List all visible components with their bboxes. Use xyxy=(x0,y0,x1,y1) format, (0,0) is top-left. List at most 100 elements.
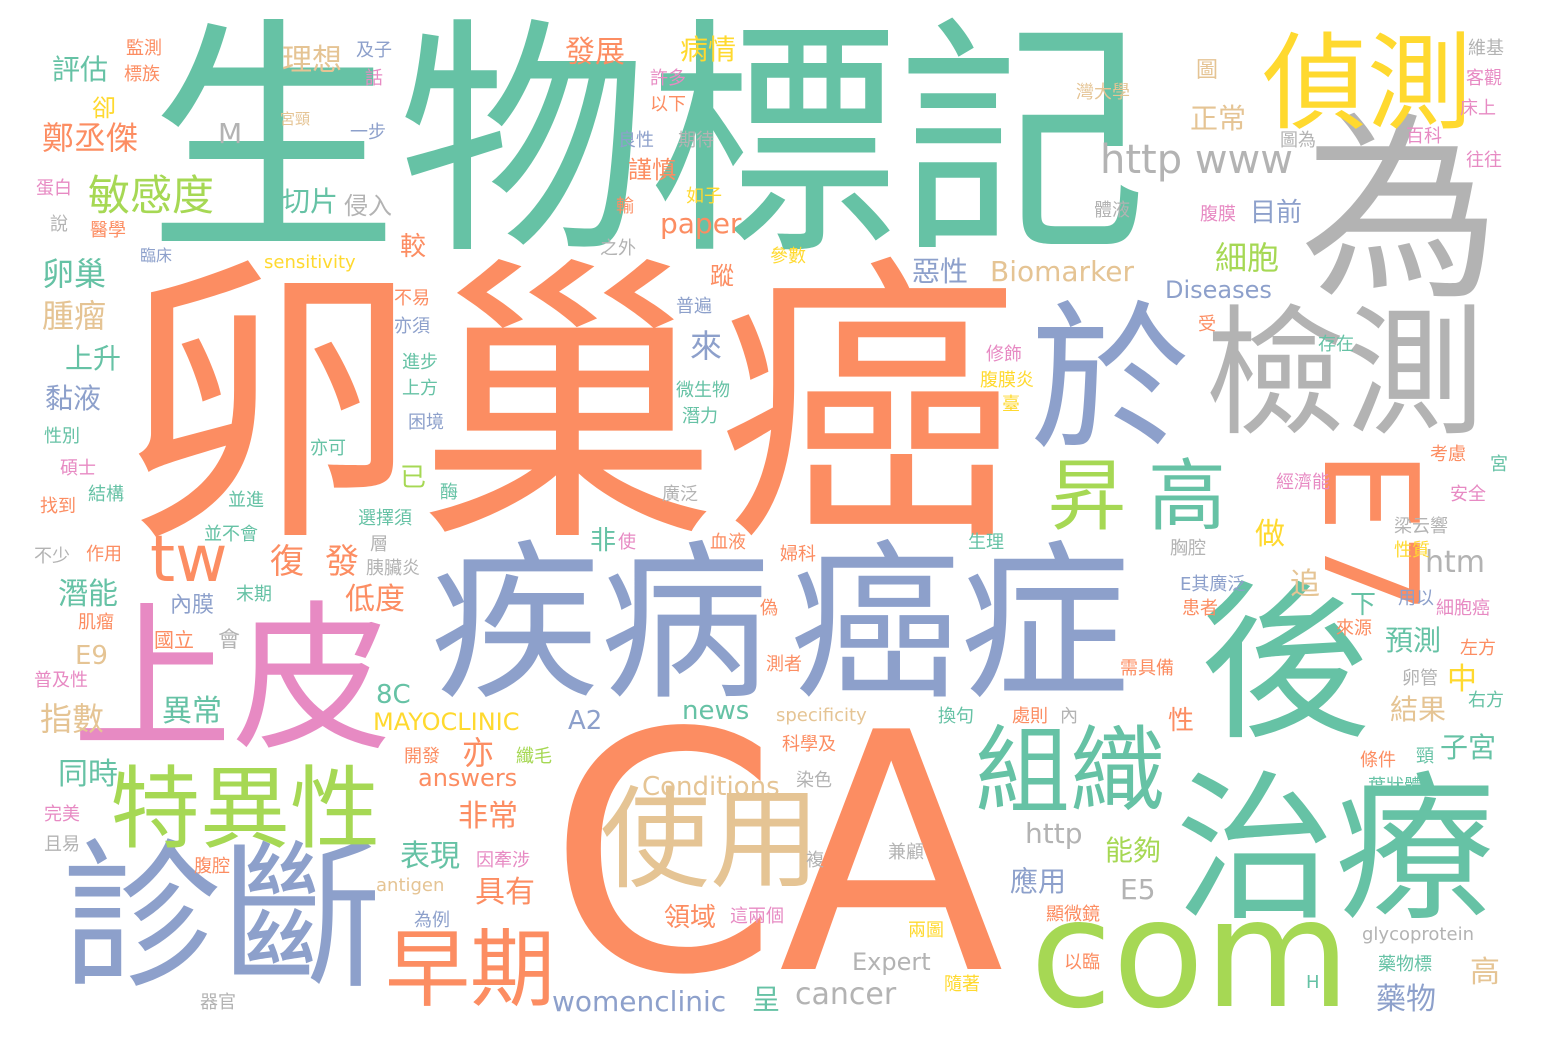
word-sm-1: 標族 xyxy=(124,64,160,85)
word-antigen: antigen xyxy=(376,875,445,896)
word-sm-20: 灣大學 xyxy=(1076,82,1130,103)
word-assess: 評估 xyxy=(52,53,109,86)
word-sm-38: 受 xyxy=(1198,314,1216,335)
word-have: 具有 xyxy=(475,875,535,910)
word-sm-11: 輸 xyxy=(616,196,634,217)
word-sm-89: 葉狀體 xyxy=(1368,776,1422,797)
word-m: M xyxy=(218,117,243,150)
word-sm-94: 腹腔 xyxy=(194,856,230,877)
word-paper: paper xyxy=(660,207,742,240)
word-middle: 中 xyxy=(1447,662,1477,697)
word-sm-0: 監測 xyxy=(126,38,162,59)
word-sm-21: 圖為 xyxy=(1280,130,1316,151)
word-e9: E9 xyxy=(75,641,108,671)
word-sm-28: 普遍 xyxy=(676,296,712,317)
word-sm-54: 性質 xyxy=(1394,540,1430,561)
word-sm-80: 處則 xyxy=(1012,706,1048,727)
word-sm-25: 腹膜 xyxy=(1200,204,1236,225)
word-biopsy: 切片 xyxy=(282,185,339,218)
word-cell: 細胞 xyxy=(1215,239,1280,277)
word-sm-61: 婦科 xyxy=(780,544,816,565)
word-high: 高 xyxy=(1148,452,1227,542)
word-do: 做 xyxy=(1255,517,1285,552)
word-sm-84: 頸 xyxy=(1416,746,1434,767)
word-sm-49: 經濟能 xyxy=(1276,472,1330,493)
word-sm-100: 藥物標 xyxy=(1378,954,1432,975)
word-mayoclinic: MAYOCLINIC xyxy=(373,708,520,736)
word-sm-98: 兩圖 xyxy=(908,920,944,941)
word-sm-87: 纖毛 xyxy=(516,746,552,767)
word-sm-72: 來源 xyxy=(1336,618,1372,639)
word-sm-16: 之外 xyxy=(600,238,636,259)
word-sm-42: 碩士 xyxy=(60,458,96,479)
word-diseases-en: Diseases xyxy=(1165,276,1272,304)
word-disease: 疾病 xyxy=(430,526,771,724)
word-predict: 預測 xyxy=(1385,624,1442,657)
word-sm-48: 酶 xyxy=(440,482,458,503)
word-sm-71: 患者 xyxy=(1182,598,1218,619)
word-sm-52: 安全 xyxy=(1450,484,1486,505)
word-increase: 上升 xyxy=(65,342,122,375)
word-glycoprotein: glycoprotein xyxy=(1362,924,1474,945)
word-sm-101: 器官 xyxy=(200,992,236,1013)
word-high-2: 高 xyxy=(1470,955,1500,990)
word-sm-27: 存在 xyxy=(1318,334,1354,355)
word-sm-59: 胰臟炎 xyxy=(366,558,420,579)
word-compare: 較 xyxy=(400,232,427,262)
word-sm-29: 不易 xyxy=(394,288,430,309)
word-sm-43: 結構 xyxy=(88,484,124,505)
word-sm-73: 左方 xyxy=(1460,638,1496,659)
word-sm-51: 宮 xyxy=(1490,454,1508,475)
word-expert: Expert xyxy=(852,948,931,976)
word-tw: tw xyxy=(150,523,228,597)
word-malignant: 惡性 xyxy=(912,255,969,288)
word-recur-2: 發 xyxy=(325,542,359,582)
word-answers: answers xyxy=(418,764,518,792)
word-sm-17: 維基 xyxy=(1468,38,1504,59)
word-trace: 蹤 xyxy=(710,262,734,290)
word-sm-68: 末期 xyxy=(236,584,272,605)
word-tissue: 組織 xyxy=(975,717,1166,827)
word-detect: 偵測 xyxy=(1262,23,1473,145)
word-sm-22: 百科 xyxy=(1406,126,1442,147)
word-sm-97: 顯微鏡 xyxy=(1046,904,1100,925)
word-sm-70: 偽 xyxy=(760,598,778,619)
word-sm-60: 生理 xyxy=(968,532,1004,553)
word-sm-9: 期待 xyxy=(678,130,714,151)
word-treatment: 治療 xyxy=(1175,756,1496,943)
word-e5: E5 xyxy=(1120,873,1156,906)
word-sm-33: 困境 xyxy=(408,412,444,433)
word-sm-10: 如子 xyxy=(686,186,722,207)
word-ideal: 理想 xyxy=(282,43,342,78)
word-sm-30: 亦須 xyxy=(394,316,430,337)
word-national: 國立 xyxy=(154,628,194,652)
word-use: 使用 xyxy=(600,776,820,904)
word-express: 表現 xyxy=(400,839,460,874)
word-sm-77: 卵管 xyxy=(1402,668,1438,689)
word-very: 非常 xyxy=(458,799,518,834)
word-application: 應用 xyxy=(1010,865,1067,898)
word-sm-99: 以臨 xyxy=(1064,952,1100,973)
word-sm-79: 換句 xyxy=(938,706,974,727)
word-caution: 謹慎 xyxy=(628,156,676,184)
word-epithelium: 上皮 xyxy=(72,586,393,773)
word-sm-47: 廣泛 xyxy=(662,484,698,505)
word-drug: 藥物 xyxy=(1376,982,1436,1017)
word-specificity-en: specificity xyxy=(776,705,867,726)
word-sm-74: 普及性 xyxy=(34,670,88,691)
word-low-grade: 低度 xyxy=(345,582,405,617)
word-sm-44: 並進 xyxy=(228,490,264,511)
word-http: http xyxy=(1025,817,1083,850)
word-sm-82: 科學及 xyxy=(782,734,836,755)
word-present: 呈 xyxy=(752,983,781,1016)
word-http-www: http www xyxy=(1100,137,1293,183)
word-sensitivity-zh: 敏感度 xyxy=(88,171,215,220)
word-sm-32: 上方 xyxy=(402,378,438,399)
word-sm-57: 作用 xyxy=(86,544,122,565)
word-sm-53: 梁云響 xyxy=(1394,516,1448,537)
word-conditions: Conditions xyxy=(642,772,780,802)
word-sm-31: 進步 xyxy=(402,352,438,373)
word-track: 追 xyxy=(1290,567,1320,602)
word-sm-93: 兼顧 xyxy=(888,842,924,863)
word-potential: 潛能 xyxy=(58,577,118,612)
